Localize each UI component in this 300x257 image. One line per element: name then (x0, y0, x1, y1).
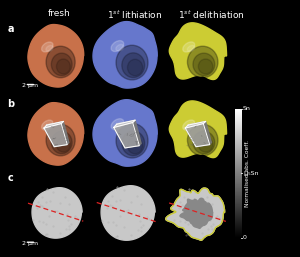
Ellipse shape (122, 131, 145, 156)
Text: c: c (8, 173, 13, 183)
Text: fresh: fresh (48, 9, 70, 18)
Polygon shape (93, 22, 157, 88)
Polygon shape (28, 103, 84, 165)
Polygon shape (180, 198, 213, 228)
Ellipse shape (183, 120, 195, 130)
Ellipse shape (111, 41, 124, 51)
Text: Sn: Sn (243, 106, 251, 111)
Text: Li₅Sn: Li₅Sn (243, 171, 258, 176)
Ellipse shape (183, 42, 195, 52)
Text: Normalised abs. Coeff.: Normalised abs. Coeff. (245, 140, 250, 207)
Text: 2 μm: 2 μm (22, 83, 38, 88)
Ellipse shape (128, 137, 143, 154)
Ellipse shape (42, 120, 53, 130)
Polygon shape (32, 188, 82, 238)
Text: 1$^{st}$ lithiation: 1$^{st}$ lithiation (107, 9, 163, 21)
Ellipse shape (51, 53, 72, 76)
Ellipse shape (42, 42, 53, 52)
Polygon shape (169, 23, 226, 79)
Polygon shape (44, 124, 67, 147)
Ellipse shape (116, 123, 124, 129)
Polygon shape (169, 101, 226, 158)
Text: b: b (8, 99, 15, 109)
Ellipse shape (116, 45, 148, 80)
Ellipse shape (46, 45, 53, 51)
Polygon shape (185, 122, 206, 128)
Text: a: a (8, 24, 14, 34)
Ellipse shape (198, 137, 213, 152)
Text: 1$^{st}$ delithiation: 1$^{st}$ delithiation (178, 9, 244, 21)
Ellipse shape (198, 59, 213, 74)
Polygon shape (101, 186, 155, 240)
Polygon shape (114, 123, 139, 148)
Ellipse shape (56, 59, 70, 74)
Ellipse shape (111, 119, 124, 130)
Ellipse shape (193, 131, 215, 154)
Polygon shape (28, 24, 84, 87)
Ellipse shape (188, 46, 218, 78)
Polygon shape (44, 122, 63, 128)
Ellipse shape (46, 124, 75, 156)
Ellipse shape (187, 45, 195, 52)
Ellipse shape (51, 131, 72, 154)
Ellipse shape (56, 137, 70, 152)
Polygon shape (166, 188, 225, 240)
Polygon shape (61, 122, 69, 145)
Text: 0: 0 (243, 235, 247, 240)
Polygon shape (203, 122, 211, 145)
Ellipse shape (128, 59, 143, 76)
Polygon shape (93, 100, 157, 166)
Ellipse shape (188, 124, 218, 156)
Ellipse shape (122, 53, 145, 78)
Ellipse shape (46, 124, 53, 130)
Polygon shape (133, 120, 141, 146)
Ellipse shape (193, 53, 215, 76)
Ellipse shape (116, 123, 148, 158)
Polygon shape (114, 120, 135, 127)
Ellipse shape (187, 123, 195, 130)
Ellipse shape (116, 44, 124, 51)
Ellipse shape (46, 46, 75, 78)
Text: 2 μm: 2 μm (22, 241, 38, 246)
Polygon shape (185, 124, 210, 147)
